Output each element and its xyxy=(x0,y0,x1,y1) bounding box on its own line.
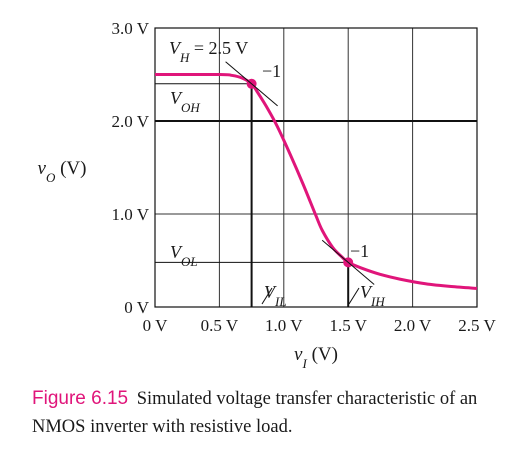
plot-frame xyxy=(154,27,478,308)
guide-lines xyxy=(155,83,350,307)
annotations: VH = 2.5 V VOH VOL VIL VIH −1 −1 xyxy=(169,38,385,309)
slope-line-top xyxy=(225,61,278,107)
x-tick-label: 0 V xyxy=(143,316,168,335)
slope-label-top: −1 xyxy=(262,61,281,81)
y-tick-label: 2.0 V xyxy=(112,112,150,131)
voh-label: VOH xyxy=(170,88,200,115)
grid xyxy=(155,28,477,307)
y-axis-label: vO (V) xyxy=(38,158,87,185)
x-tick-label: 2.5 V xyxy=(458,316,496,335)
y-tick-label: 0 V xyxy=(124,298,149,317)
plot-border xyxy=(154,27,478,308)
x-tick-label: 0.5 V xyxy=(201,316,239,335)
figure-caption: Figure 6.15 Simulated voltage transfer c… xyxy=(32,385,512,441)
vil-leader xyxy=(261,287,273,305)
transfer-characteristic-chart: 0 V 0.5 V 1.0 V 1.5 V 2.0 V 2.5 V 0 V 1.0 V 2.0 … xyxy=(38,19,497,371)
x-tick-label: 1.0 V xyxy=(265,316,303,335)
vih-leader xyxy=(348,287,360,305)
slope-label-bottom: −1 xyxy=(350,241,369,261)
x-tick-label: 2.0 V xyxy=(394,316,432,335)
axis-labels: vI (V) vO (V) xyxy=(38,158,338,371)
figure-number: Figure 6.15 xyxy=(32,388,129,409)
x-axis-label: vI (V) xyxy=(294,344,338,371)
vih-label: VIH xyxy=(360,282,385,309)
y-tick-label: 3.0 V xyxy=(112,19,150,38)
vol-label: VOL xyxy=(170,242,198,269)
x-tick-label: 1.5 V xyxy=(329,316,367,335)
tick-labels: 0 V 0.5 V 1.0 V 1.5 V 2.0 V 2.5 V 0 V 1.0 V 2.0 … xyxy=(112,19,497,335)
vh-label: VH = 2.5 V xyxy=(169,38,248,65)
caption-text: Simulated voltage transfer characteristi… xyxy=(32,389,478,437)
transfer-curve xyxy=(154,72,478,290)
slope-line-bottom xyxy=(321,239,375,285)
vil-label: VIL xyxy=(264,282,287,309)
y-tick-label: 1.0 V xyxy=(112,205,150,224)
series-layer xyxy=(154,72,478,290)
